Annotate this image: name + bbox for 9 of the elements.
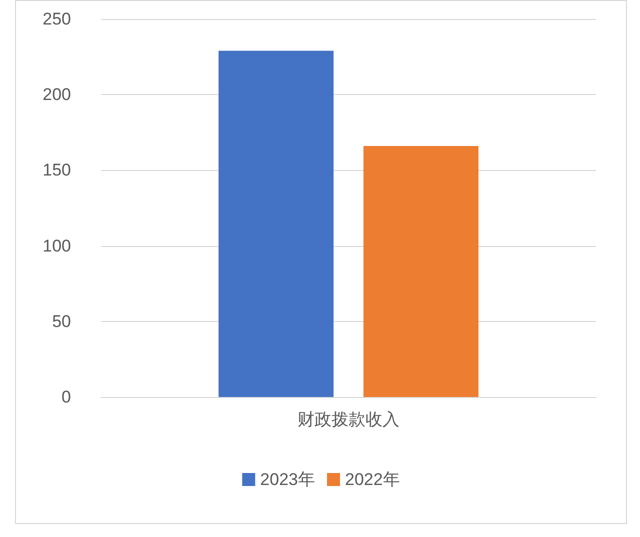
legend-label: 2022年 [345,470,400,489]
y-tick-label: 250 [42,10,71,28]
y-tick-label: 150 [42,160,71,180]
x-tick-label: 财政拨款收入 [298,410,400,429]
y-tick-label: 50 [52,312,71,331]
y-tick-label: 200 [42,85,71,104]
y-tick-label: 0 [62,388,71,406]
y-tick-label: 100 [42,236,71,256]
legend-label: 2023年 [260,470,316,489]
